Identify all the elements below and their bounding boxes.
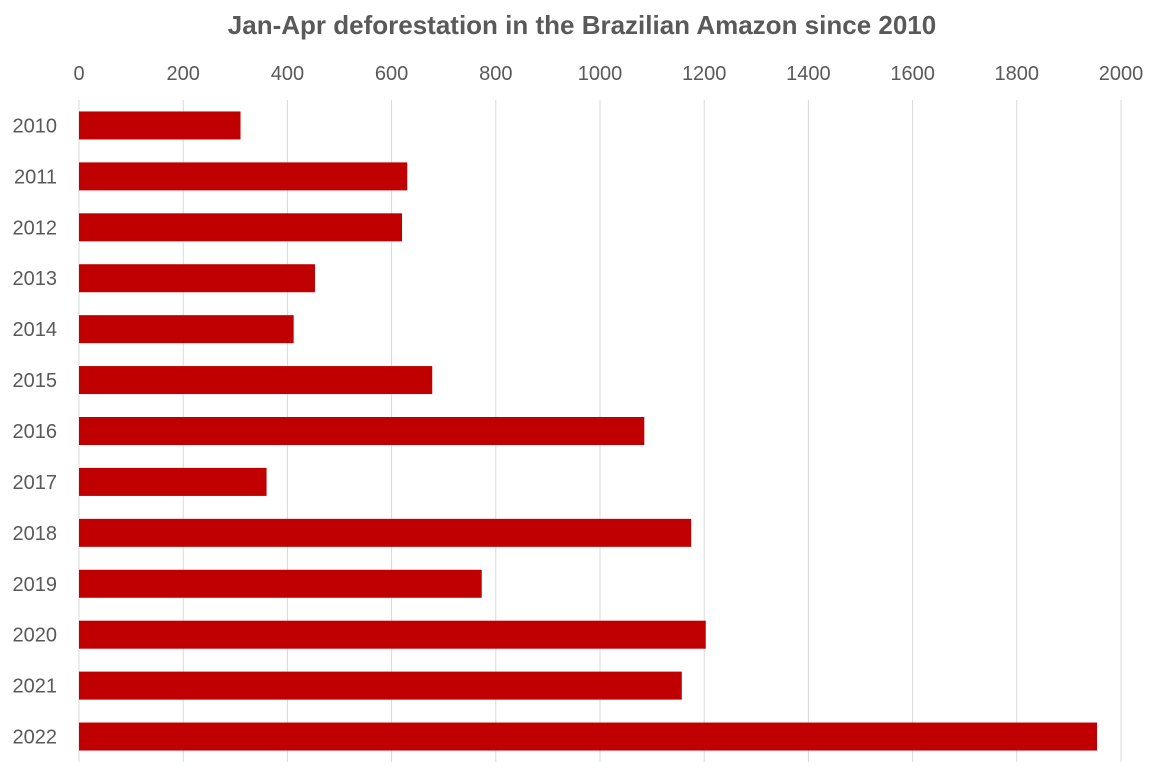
- y-tick-label: 2017: [13, 472, 58, 494]
- y-tick-label: 2022: [13, 727, 58, 749]
- y-tick-label: 2016: [13, 421, 58, 443]
- bar-2018: [79, 518, 692, 547]
- bar-2021: [79, 671, 682, 700]
- y-tick-label: 2020: [13, 625, 58, 647]
- bar-2012: [79, 213, 403, 242]
- y-tick-label: 2011: [14, 166, 57, 188]
- x-tick-label: 600: [375, 63, 408, 85]
- x-tick-label: 0: [73, 63, 84, 85]
- x-tick-label: 1400: [786, 63, 831, 85]
- bar-2011: [79, 162, 408, 191]
- x-tick-label: 200: [167, 63, 200, 85]
- bar-2020: [79, 620, 706, 649]
- y-axis-ticks: 2010 2011 2012 2013 2014 2015 2016 2017 2018 2019…: [13, 115, 58, 748]
- y-tick-label: 2010: [13, 115, 58, 137]
- x-tick-label: 800: [479, 63, 512, 85]
- bar-2016: [79, 417, 645, 445]
- y-tick-label: 2014: [13, 319, 58, 341]
- y-tick-label: 2018: [13, 523, 58, 545]
- bar-2017: [79, 467, 267, 496]
- y-tick-label: 2015: [13, 370, 58, 392]
- x-tick-label: 1200: [682, 63, 727, 85]
- bars: [79, 111, 1098, 751]
- y-tick-label: 2019: [13, 574, 58, 596]
- x-tick-label: 1000: [578, 63, 623, 85]
- y-tick-label: 2013: [13, 268, 58, 290]
- bar-2014: [79, 315, 294, 344]
- y-tick-label: 2021: [13, 676, 58, 698]
- x-tick-label: 1800: [995, 63, 1040, 85]
- x-tick-label: 2000: [1099, 63, 1144, 85]
- bar-2013: [79, 264, 316, 293]
- bar-2015: [79, 366, 433, 395]
- chart-title: Jan-Apr deforestation in the Brazilian A…: [227, 10, 937, 40]
- x-tick-label: 1600: [890, 63, 935, 85]
- x-axis-ticks: 0 200 400 600 800 1000 1200 1400 1600 1800 2000: [73, 63, 1143, 85]
- bar-2010: [79, 111, 241, 140]
- x-tick-label: 400: [271, 63, 304, 85]
- y-tick-label: 2012: [13, 217, 58, 239]
- bar-2022: [79, 722, 1098, 751]
- bar-2019: [79, 569, 482, 598]
